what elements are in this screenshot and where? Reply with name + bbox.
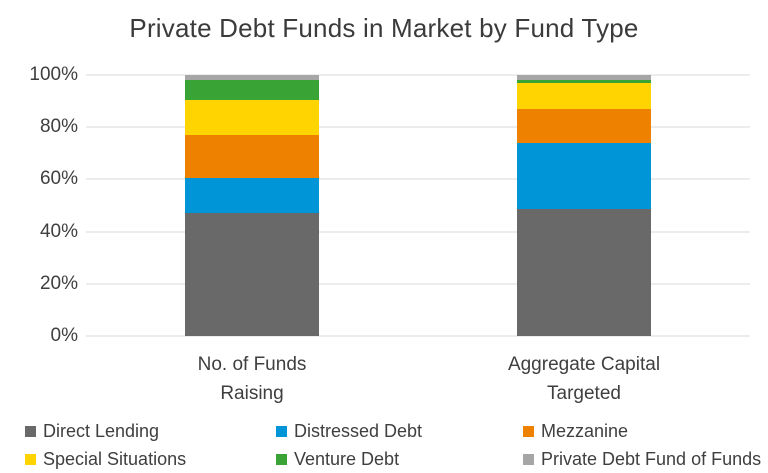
y-axis-tick-label: 60% <box>39 168 78 190</box>
legend-swatch-private-debt-fund-of-funds <box>523 454 534 465</box>
bar-segment-direct-lending <box>185 213 319 336</box>
gridline-40 <box>86 230 750 233</box>
bar-segment-special-situations <box>517 82 651 109</box>
x-axis: No. of Funds Raising Aggregate Capital Ta… <box>86 350 750 412</box>
plot-area <box>86 74 750 337</box>
y-axis-tick-label: 80% <box>39 116 78 138</box>
x-axis-category-label: No. of Funds Raising <box>197 354 307 404</box>
y-axis-tick-label: 20% <box>39 272 78 294</box>
bar-segment-direct-lending <box>517 209 651 336</box>
legend-swatch-distressed-debt <box>276 426 287 437</box>
legend-swatch-venture-debt <box>276 454 287 465</box>
legend-item-mezzanine: Mezzanine <box>523 419 765 444</box>
legend-swatch-special-situations <box>25 454 36 465</box>
legend-item-distressed-debt: Distressed Debt <box>276 419 523 444</box>
legend-swatch-mezzanine <box>523 426 534 437</box>
bar-segment-private-debt-fund-of-funds <box>185 75 319 81</box>
bar-no-of-funds <box>185 75 319 336</box>
bar-segment-mezzanine <box>517 108 651 143</box>
legend-label: Direct Lending <box>43 421 160 441</box>
gridline-60 <box>86 178 750 181</box>
chart-title: Private Debt Funds in Market by Fund Typ… <box>129 13 639 43</box>
bar-segment-distressed-debt <box>185 178 319 214</box>
gridline-0 <box>86 335 750 337</box>
legend-label: Venture Debt <box>294 449 400 469</box>
bar-segment-venture-debt <box>517 80 651 83</box>
legend-label: Private Debt Fund of Funds <box>541 449 762 469</box>
bar-segment-venture-debt <box>185 80 319 100</box>
legend-item-venture-debt: Venture Debt <box>276 447 523 472</box>
legend-swatch-direct-lending <box>25 426 36 437</box>
y-axis-tick-label: 40% <box>39 220 78 242</box>
y-axis-tick-label: 0% <box>50 325 78 346</box>
bar-segment-distressed-debt <box>517 142 651 210</box>
legend: Direct Lending Distressed Debt Mezzanine Sp… <box>25 419 765 472</box>
gridline-80 <box>86 126 750 129</box>
y-axis: 0% 20% 40% 60% 80% 100% <box>0 64 78 346</box>
legend-item-direct-lending: Direct Lending <box>25 419 276 444</box>
legend-label: Distressed Debt <box>294 421 423 441</box>
legend-label: Mezzanine <box>541 421 629 441</box>
legend-item-private-debt-fund-of-funds: Private Debt Fund of Funds <box>523 447 765 472</box>
legend-label: Special Situations <box>43 449 187 469</box>
legend-item-special-situations: Special Situations <box>25 447 276 472</box>
bar-aggregate-capital <box>517 75 651 336</box>
x-axis-category-label: Aggregate Capital Targeted <box>507 354 661 404</box>
gridline-20 <box>86 282 750 285</box>
bar-segment-mezzanine <box>185 135 319 179</box>
gridline-100 <box>86 74 750 76</box>
bar-segment-special-situations <box>185 99 319 136</box>
y-axis-tick-label: 100% <box>29 64 78 85</box>
bar-segment-private-debt-fund-of-funds <box>517 75 651 81</box>
